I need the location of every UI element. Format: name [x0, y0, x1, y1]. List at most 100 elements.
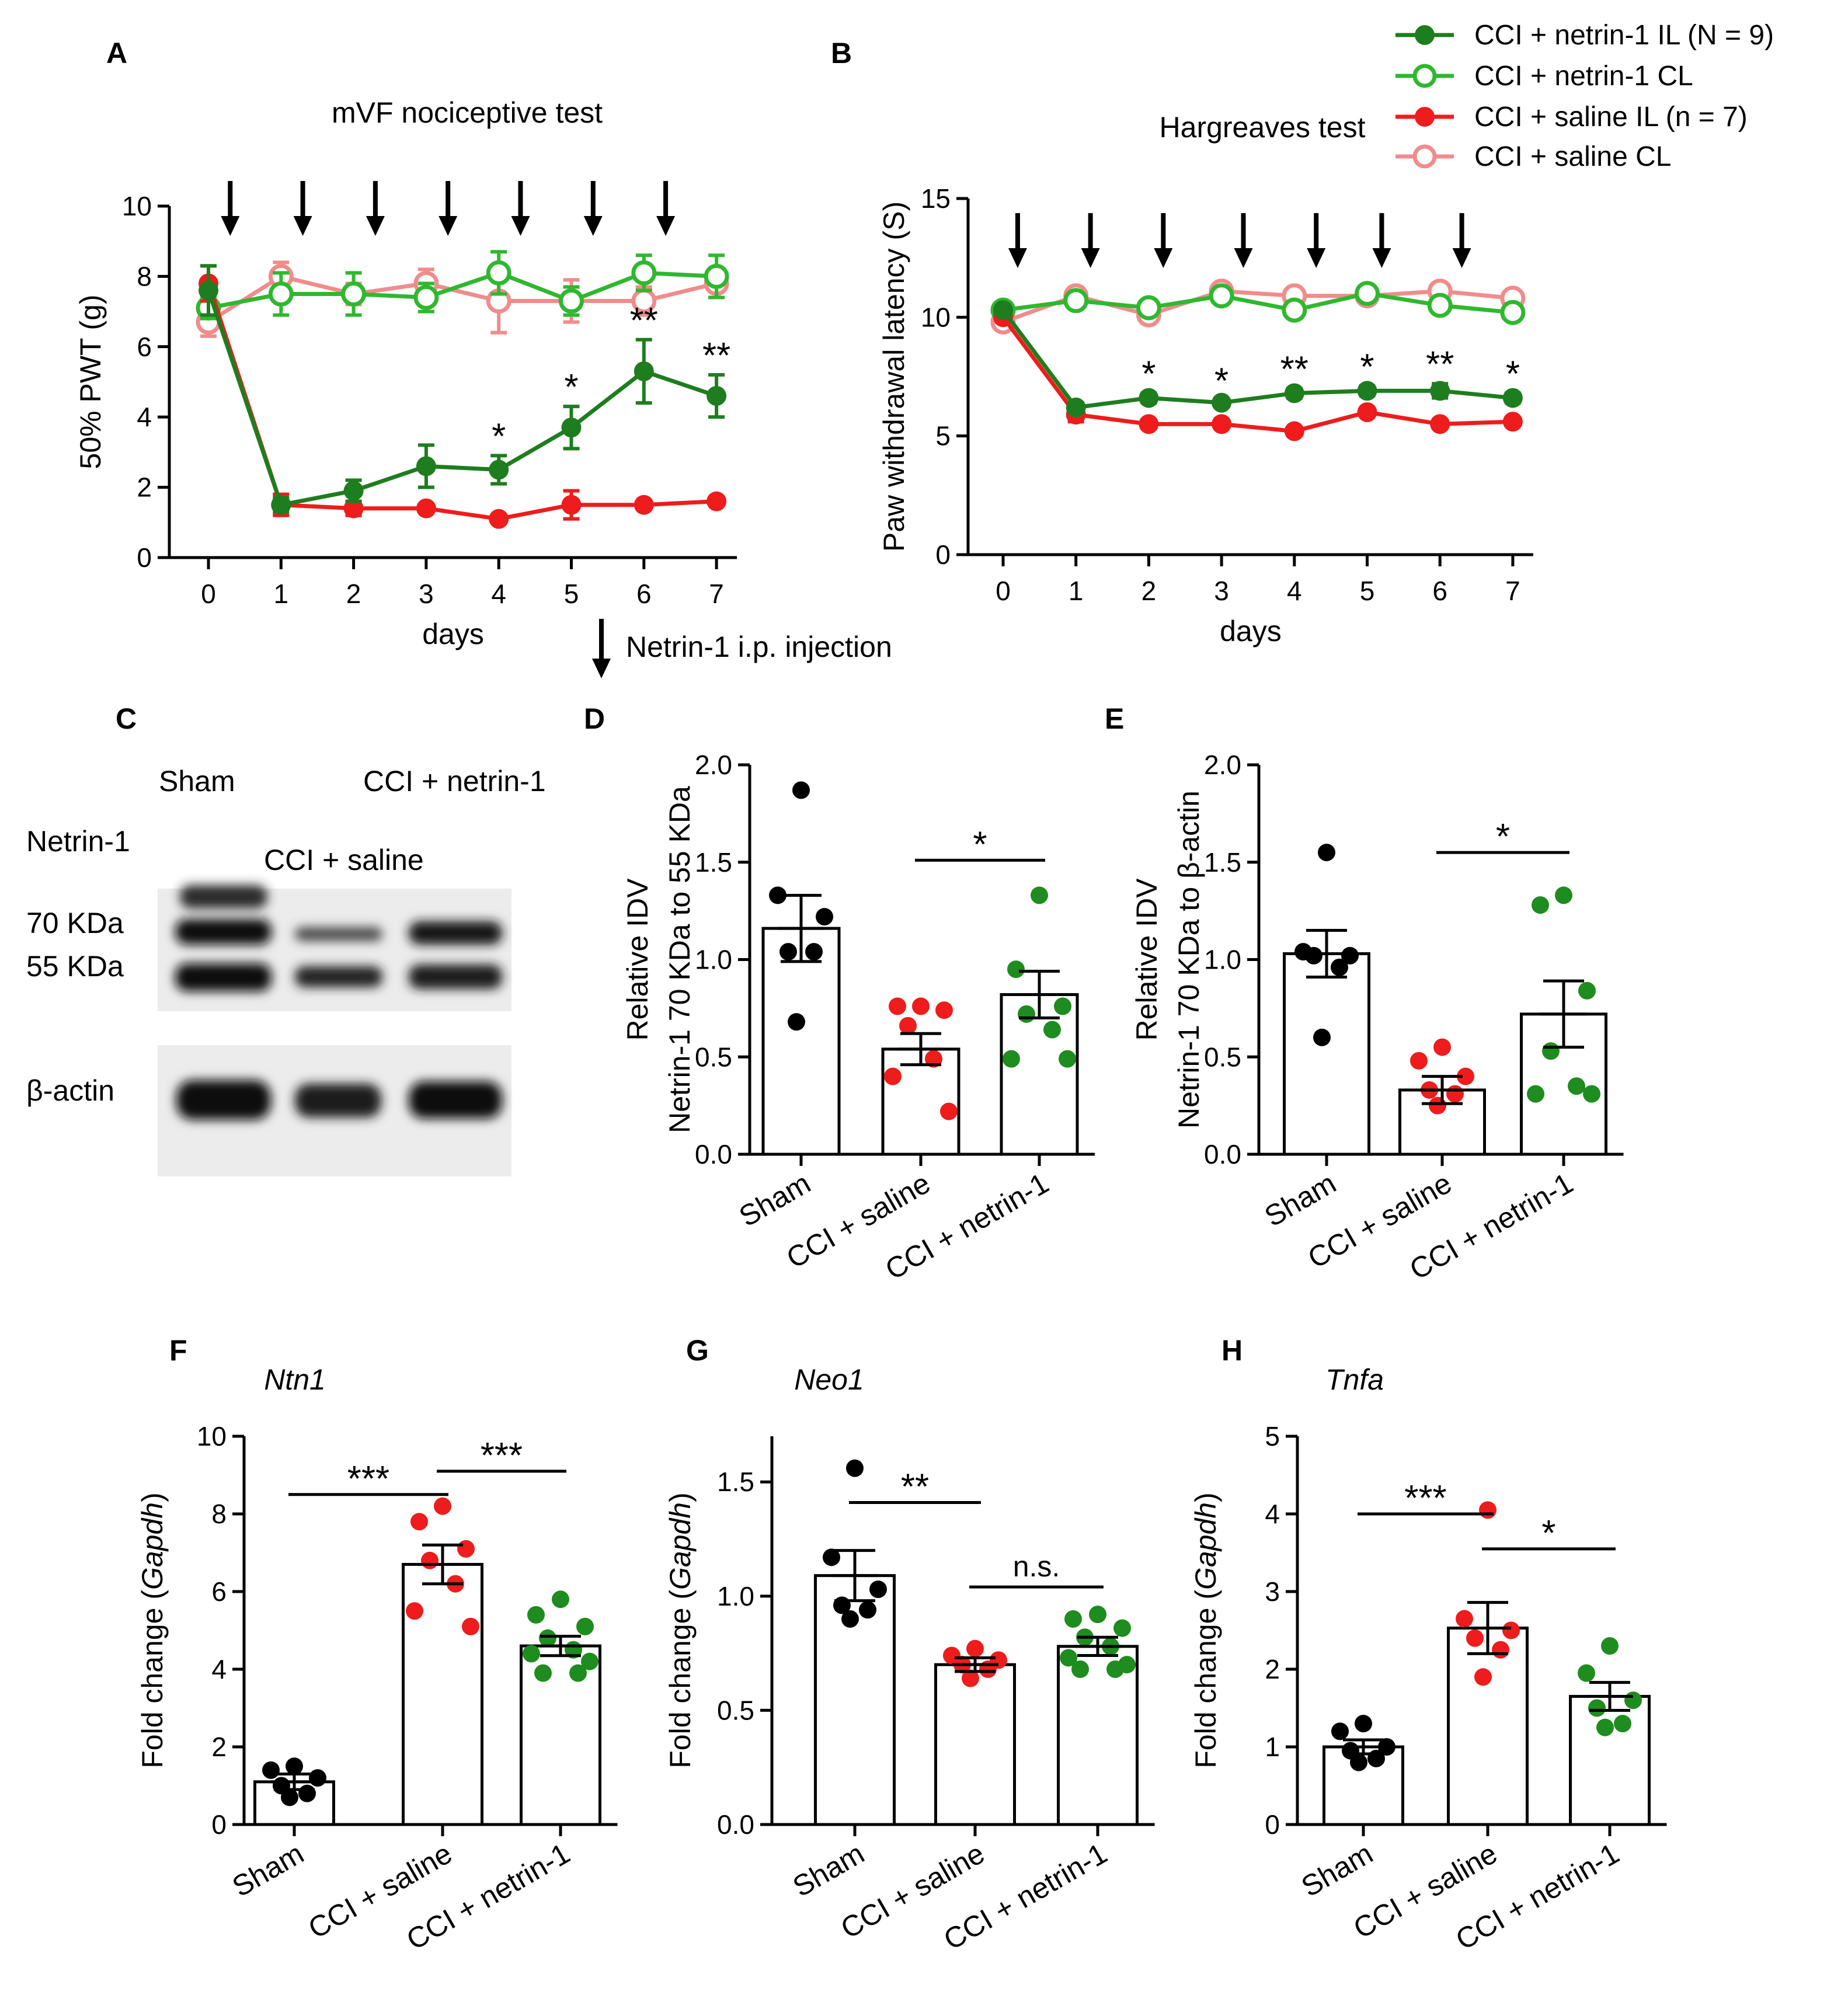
- chart-b-series-netrin-il-point: [1430, 381, 1450, 401]
- chart-a-xtick-label: 2: [346, 579, 361, 609]
- chart-a-title: mVF nociceptive test: [332, 96, 603, 129]
- panel-label-c: C: [116, 702, 137, 735]
- blot-label-sham: Sham: [159, 765, 235, 798]
- chart-d-data-point: [788, 1013, 805, 1031]
- chart-f-ytick-label: 8: [211, 1499, 227, 1529]
- chart-e-data-point: [1532, 896, 1549, 914]
- chart-g-comparison-label: n.s.: [1013, 1550, 1060, 1583]
- chart-a-series-netrin-cl-point: [631, 260, 657, 286]
- chart-g-ytick-label: 0.0: [717, 1809, 754, 1840]
- chart-f-data-point: [523, 1645, 540, 1663]
- chart-a-injection-arrow-head: [511, 216, 530, 236]
- chart-b-series-netrin-cl-point: [1282, 297, 1307, 323]
- chart-b-series-netrin-il-point: [1066, 397, 1086, 417]
- chart-a-series-netrin-cl-point: [268, 281, 294, 307]
- chart-h-data-point: [1474, 1668, 1492, 1686]
- chart-a-series-netrin-cl-point: [486, 260, 511, 286]
- chart-e-category-label: Sham: [1259, 1167, 1341, 1233]
- blot-label-70kda: 70 KDa: [26, 907, 124, 939]
- chart-d-data-point: [940, 1102, 958, 1120]
- chart-f-data-point: [552, 1590, 569, 1608]
- chart-a-series-saline-il-point: [561, 495, 582, 515]
- chart-h-ytick-label: 2: [1265, 1654, 1280, 1684]
- chart-d-data-point: [769, 886, 786, 904]
- chart-e-comparison-label: *: [1496, 817, 1510, 857]
- chart-f-ytick-label: 6: [211, 1576, 227, 1607]
- chart-f-data-point: [457, 1540, 475, 1558]
- chart-f-data-point: [286, 1757, 303, 1775]
- chart-e-ylabel-line2: Netrin-1 70 KDa to β-actin: [1172, 791, 1205, 1129]
- chart-e-data-point: [1542, 1042, 1560, 1060]
- chart-b-xtick-label: 7: [1505, 576, 1520, 606]
- chart-d-data-point: [899, 1016, 917, 1035]
- chart-a-ytick-label: 4: [137, 402, 152, 432]
- chart-f-ytick-label: 0: [211, 1809, 227, 1840]
- chart-g-bar: [934, 1663, 1016, 1826]
- chart-f-title: Ntn1: [264, 1363, 326, 1396]
- band-saline-actin: [295, 1084, 381, 1117]
- chart-e-data-point: [1578, 981, 1596, 1000]
- chart-d-bar: [761, 927, 841, 1156]
- chart-d-comparison-label: *: [973, 824, 987, 865]
- band-netrin-55: [409, 965, 502, 989]
- chart-d-data-point: [805, 943, 823, 961]
- chart-g-data-point: [962, 1669, 979, 1687]
- chart-a-significance: **: [702, 336, 730, 376]
- chart-e-ylabel-line1: Relative IDV: [1130, 878, 1163, 1041]
- chart-b-series-netrin-cl-point: [1063, 288, 1089, 314]
- chart-h-data-point: [1466, 1629, 1484, 1647]
- chart-a-series-saline-il-point: [343, 498, 364, 518]
- chart-h-data-point: [1456, 1610, 1473, 1628]
- chart-e-data-point: [1341, 946, 1359, 965]
- blot-label-55kda: 55 KDa: [26, 950, 124, 983]
- chart-d-category-label: Sham: [733, 1167, 816, 1233]
- chart-h-ytick-label: 4: [1265, 1499, 1280, 1529]
- chart-h-bar: [1569, 1695, 1651, 1826]
- chart-e-data-point: [1318, 844, 1335, 862]
- band-sham-upper: [180, 885, 267, 908]
- chart-d-data-point: [816, 908, 833, 926]
- chart-f-ylabel: Fold change (Gapdh): [136, 1492, 169, 1768]
- chart-g-ylabel-part: Fold change (: [664, 1590, 697, 1768]
- chart-b-series-saline-il-line: [1001, 316, 1513, 434]
- chart-a-series-netrin-il-point: [271, 495, 291, 515]
- chart-b-series-saline-il-point: [1430, 414, 1450, 434]
- chart-f-data-point: [534, 1664, 552, 1682]
- chart-b-xlabel: days: [1220, 615, 1282, 647]
- chart-d-data-point: [889, 997, 906, 1015]
- chart-a-xtick-label: 7: [709, 579, 724, 609]
- chart-h-category-label: Sham: [1296, 1837, 1378, 1903]
- chart-d-data-point: [1054, 997, 1071, 1015]
- chart-a-injection-arrow-head: [583, 216, 603, 236]
- chart-b-series-saline-il-point: [1212, 414, 1232, 434]
- chart-b-injection-arrow-head: [1008, 248, 1027, 268]
- chart-g-ytick-label: 1.5: [717, 1467, 754, 1497]
- chart-e-data-point: [1457, 1067, 1474, 1085]
- chart-a-series-saline-il-point: [416, 498, 436, 518]
- chart-f-data-point: [262, 1761, 280, 1779]
- chart-b-series-netrin-il-point: [1212, 392, 1232, 413]
- chart-a-ylabel: 50% PWT (g): [74, 294, 107, 469]
- chart-g-category-label: Sham: [787, 1837, 869, 1903]
- chart-h-data-point: [1588, 1699, 1606, 1717]
- chart-a-xtick-label: 6: [636, 579, 652, 609]
- chart-b-series-netrin-il-point: [1139, 388, 1159, 408]
- chart-f-comparison-label: ***: [347, 1459, 389, 1499]
- chart-h-data-point: [1578, 1664, 1595, 1682]
- chart-e-ytick-label: 2.0: [1204, 750, 1241, 780]
- chart-h-ytick-label: 5: [1265, 1421, 1280, 1451]
- injection-note: Netrin-1 i.p. injection: [592, 619, 892, 678]
- legend-marker-saline-il: [1415, 107, 1435, 127]
- chart-g-title: Neo1: [794, 1363, 864, 1396]
- chart-h-ytick-label: 1: [1265, 1732, 1280, 1762]
- chart-b-ytick-label: 5: [935, 421, 951, 451]
- chart-f-data-point: [527, 1606, 545, 1624]
- chart-a-series-netrin-cl-point: [704, 263, 729, 289]
- chart-e-data-point: [1313, 1028, 1331, 1046]
- chart-d-data-point: [779, 943, 797, 961]
- chart-b-injection-arrow-head: [1307, 248, 1326, 268]
- chart-h-data-point: [1367, 1749, 1385, 1767]
- chart-b-series-netrin-il-point: [993, 300, 1013, 321]
- chart-b-ytick-label: 15: [921, 183, 951, 214]
